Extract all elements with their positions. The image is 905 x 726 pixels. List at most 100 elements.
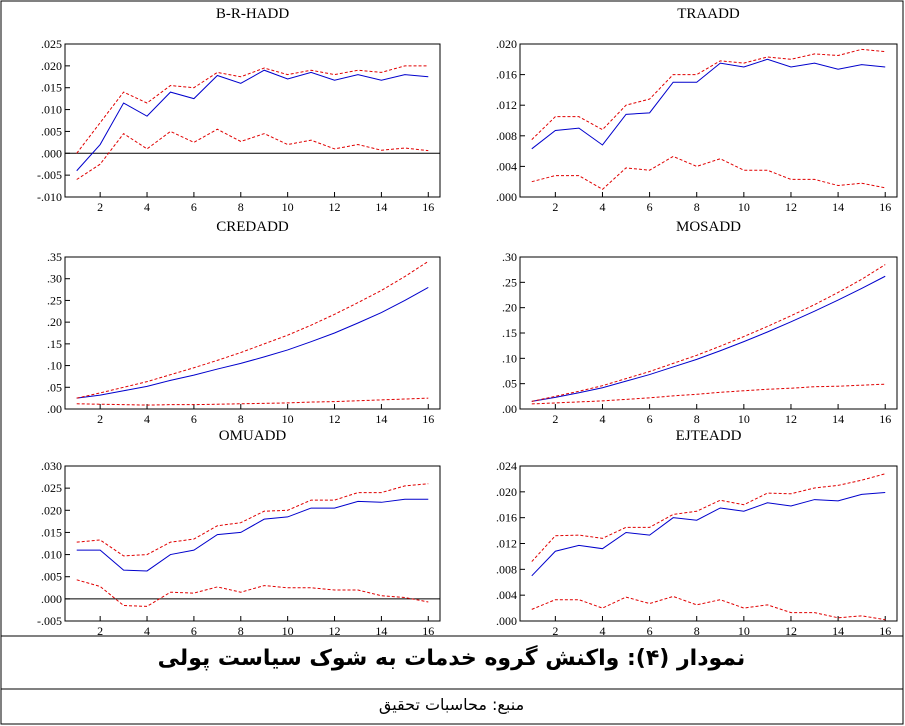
caption: نمودار (۴): واکنش گروه خدمات به شوک سیاس… <box>157 646 746 671</box>
y-tick-label: .000 <box>41 592 62 606</box>
x-tick-label: 16 <box>879 412 891 426</box>
y-tick-label: .20 <box>47 315 62 329</box>
x-tick-label: 2 <box>552 624 558 638</box>
x-tick-label: 4 <box>599 624 605 638</box>
x-tick-label: 2 <box>97 624 103 638</box>
y-tick-label: .000 <box>41 146 62 160</box>
x-tick-label: 14 <box>375 624 387 638</box>
y-tick-label: .000 <box>496 614 517 628</box>
x-tick-label: 6 <box>191 412 197 426</box>
x-tick-label: 8 <box>238 200 244 214</box>
y-tick-label: .005 <box>41 570 62 584</box>
x-tick-label: 14 <box>375 412 387 426</box>
y-tick-label: .016 <box>496 511 517 525</box>
x-tick-label: 10 <box>738 624 750 638</box>
x-tick-label: 6 <box>647 624 653 638</box>
y-tick-label: .010 <box>41 103 62 117</box>
x-tick-label: 8 <box>694 412 700 426</box>
y-tick-label: .015 <box>41 81 62 95</box>
y-tick-label: .020 <box>496 485 517 499</box>
y-tick-label: .30 <box>47 272 62 286</box>
x-tick-label: 10 <box>282 412 294 426</box>
plot-frame <box>64 43 441 198</box>
y-tick-label: -.010 <box>37 190 62 204</box>
x-tick-label: 6 <box>191 624 197 638</box>
x-tick-label: 16 <box>422 200 434 214</box>
band-line <box>531 473 886 562</box>
response-line <box>531 491 886 577</box>
x-tick-label: 4 <box>144 200 150 214</box>
band-line <box>76 483 429 557</box>
x-tick-label: 16 <box>879 200 891 214</box>
y-tick-label: .020 <box>496 37 517 51</box>
response-line <box>531 275 886 402</box>
chart-title: TRAADD <box>677 6 740 22</box>
x-tick-label: 14 <box>375 200 387 214</box>
x-tick-label: 4 <box>144 624 150 638</box>
chart-title: MOSADD <box>676 219 741 235</box>
response-line <box>531 58 886 150</box>
x-tick-label: 16 <box>879 624 891 638</box>
band-line <box>76 128 429 180</box>
y-tick-label: .00 <box>47 402 62 416</box>
x-tick-label: 12 <box>329 200 341 214</box>
band-line <box>531 595 886 621</box>
x-tick-label: 14 <box>832 412 844 426</box>
x-tick-label: 2 <box>97 412 103 426</box>
band-line <box>76 260 429 399</box>
y-tick-label: .024 <box>496 459 517 473</box>
y-tick-label: .000 <box>496 190 517 204</box>
plot-frame <box>64 465 441 622</box>
x-tick-label: 10 <box>738 412 750 426</box>
y-tick-label: .020 <box>41 503 62 517</box>
y-tick-label: .20 <box>502 301 517 315</box>
y-tick-label: .05 <box>502 377 517 391</box>
band-line <box>76 579 429 607</box>
x-tick-label: 8 <box>694 624 700 638</box>
chart-title: CREDADD <box>216 219 289 235</box>
x-tick-label: 12 <box>785 412 797 426</box>
y-tick-label: .15 <box>502 326 517 340</box>
x-tick-label: 10 <box>738 200 750 214</box>
y-tick-label: .25 <box>502 275 517 289</box>
x-tick-label: 6 <box>191 200 197 214</box>
band-line <box>531 48 886 140</box>
x-tick-label: 14 <box>832 200 844 214</box>
x-tick-label: 12 <box>785 624 797 638</box>
plot-frame <box>519 256 898 410</box>
chart-title: OMUADD <box>219 428 287 444</box>
response-line <box>76 286 429 399</box>
y-tick-label: .15 <box>47 337 62 351</box>
x-tick-label: 4 <box>144 412 150 426</box>
band-line <box>76 397 429 406</box>
y-tick-label: .25 <box>47 293 62 307</box>
x-tick-label: 8 <box>238 624 244 638</box>
y-tick-label: .35 <box>47 250 62 264</box>
x-tick-label: 16 <box>422 412 434 426</box>
x-tick-label: 8 <box>694 200 700 214</box>
y-tick-label: .008 <box>496 562 517 576</box>
y-tick-label: .30 <box>502 250 517 264</box>
y-tick-label: .012 <box>496 537 517 551</box>
x-tick-label: 10 <box>282 624 294 638</box>
x-tick-label: 12 <box>329 412 341 426</box>
chart-title: EJTEADD <box>676 428 742 444</box>
y-tick-label: .008 <box>496 129 517 143</box>
y-tick-label: .012 <box>496 98 517 112</box>
y-tick-label: .10 <box>502 351 517 365</box>
y-tick-label: .004 <box>496 588 517 602</box>
chart-title: B-R-HADD <box>216 6 289 22</box>
x-tick-label: 10 <box>282 200 294 214</box>
x-tick-label: 12 <box>329 624 341 638</box>
y-tick-label: .025 <box>41 481 62 495</box>
y-tick-label: .010 <box>41 548 62 562</box>
y-tick-label: .025 <box>41 37 62 51</box>
plot-frame <box>519 465 898 622</box>
y-tick-label: .005 <box>41 124 62 138</box>
y-tick-label: .00 <box>502 402 517 416</box>
x-tick-label: 14 <box>832 624 844 638</box>
x-tick-label: 4 <box>599 200 605 214</box>
x-tick-label: 12 <box>785 200 797 214</box>
